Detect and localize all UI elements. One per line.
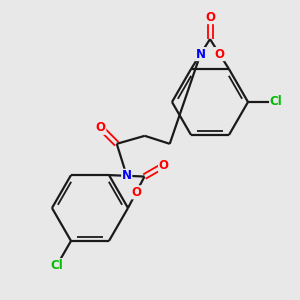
Text: O: O: [158, 159, 169, 172]
Text: N: N: [122, 169, 132, 182]
Text: N: N: [196, 48, 206, 61]
Text: O: O: [205, 11, 215, 24]
Text: O: O: [96, 121, 106, 134]
Text: O: O: [131, 186, 141, 199]
Text: Cl: Cl: [51, 259, 63, 272]
Text: O: O: [214, 48, 224, 61]
Text: Cl: Cl: [270, 95, 282, 109]
